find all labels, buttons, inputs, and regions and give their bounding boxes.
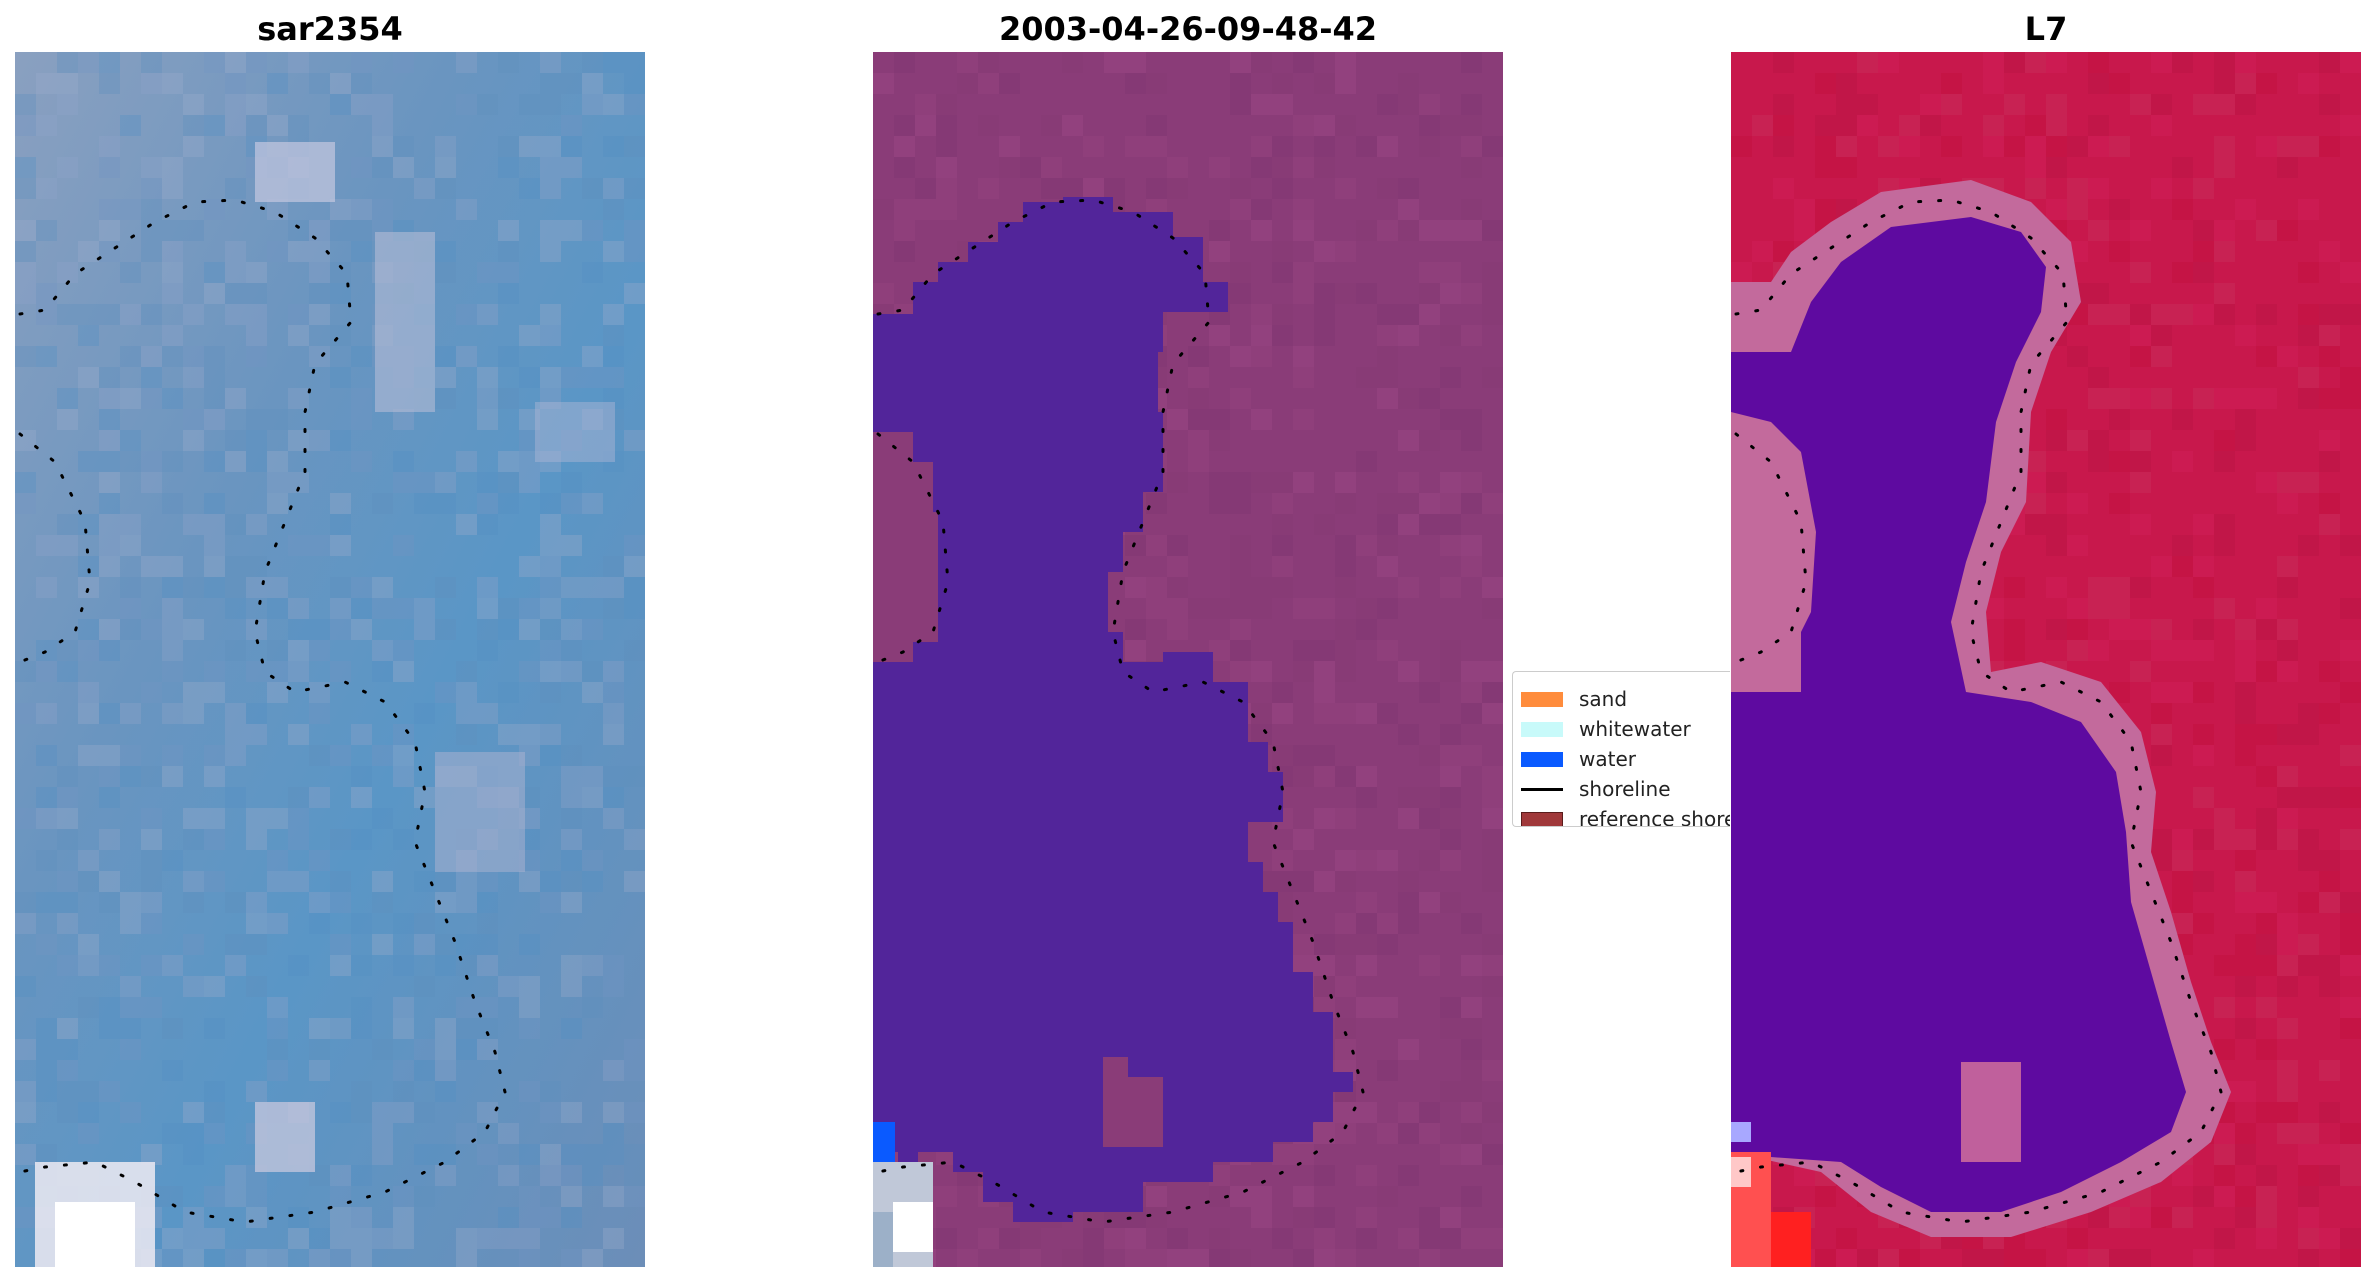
legend-item-shoreline: shoreline bbox=[1521, 774, 1730, 804]
legend-label: reference shoreline bbox=[1579, 807, 1730, 827]
panel-title-classification: 2003-04-26-09-48-42 bbox=[998, 10, 1378, 48]
legend-swatch-reference-shoreline bbox=[1521, 811, 1563, 826]
legend-label: water bbox=[1579, 747, 1636, 771]
rgb-image-panel bbox=[15, 52, 645, 1267]
legend-label: sand bbox=[1579, 687, 1628, 711]
legend-label: shoreline bbox=[1579, 777, 1671, 801]
legend-swatch-sand bbox=[1521, 691, 1563, 707]
panel-title-rgb: sar2354 bbox=[257, 10, 403, 48]
rgb-image bbox=[15, 52, 645, 1267]
legend-item-water: water bbox=[1521, 744, 1730, 774]
legend-line-shoreline bbox=[1521, 787, 1563, 791]
legend-item-whitewater: whitewater bbox=[1521, 714, 1730, 744]
legend-label: whitewater bbox=[1579, 717, 1691, 741]
panel-title-index: L7 bbox=[2024, 10, 2068, 48]
index-image-panel bbox=[1731, 52, 2361, 1267]
classification-panel bbox=[873, 52, 1503, 1267]
classification-image bbox=[873, 52, 1503, 1267]
legend: sand whitewater water shoreline referenc… bbox=[1512, 671, 1730, 827]
legend-swatch-whitewater bbox=[1521, 721, 1563, 737]
index-image bbox=[1731, 52, 2361, 1267]
legend-item-sand: sand bbox=[1521, 684, 1730, 714]
legend-item-reference-shoreline: reference shoreline bbox=[1521, 804, 1730, 827]
legend-swatch-water bbox=[1521, 751, 1563, 767]
